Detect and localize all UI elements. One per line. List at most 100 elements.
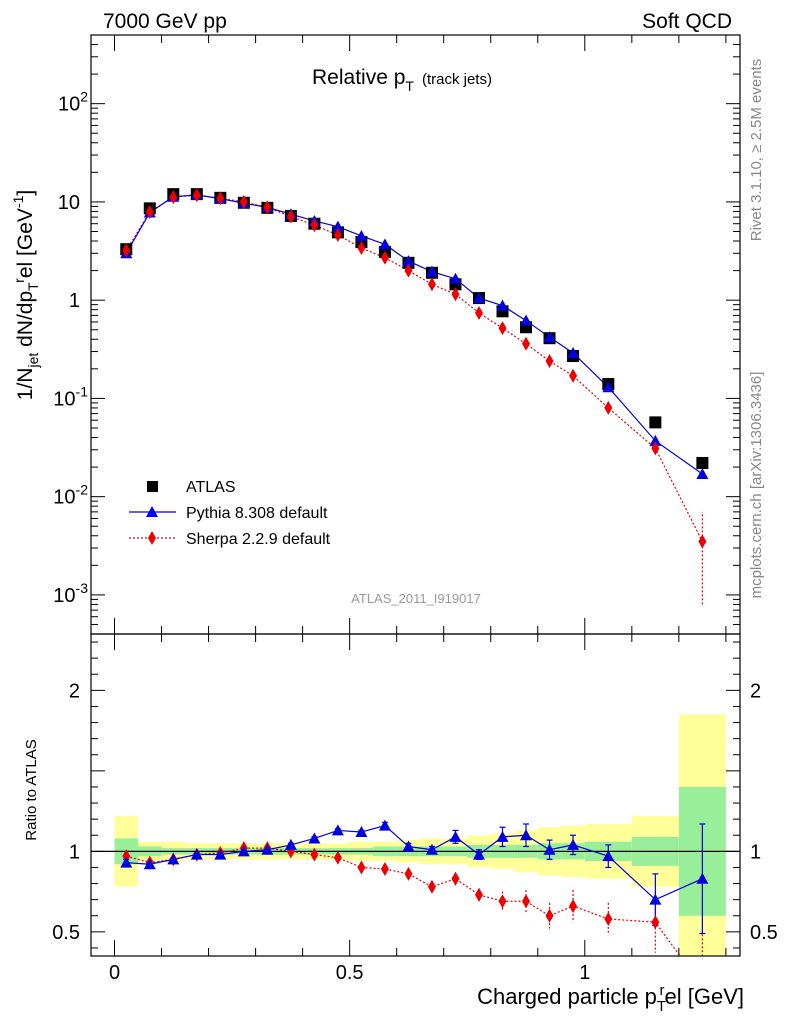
header-right: Soft QCD: [642, 10, 732, 33]
sherpa-point: [145, 204, 154, 219]
sherpa-point: [286, 209, 295, 224]
pythia-point: [449, 272, 462, 284]
pythia-point: [355, 229, 368, 241]
main-y-tick-label: 10: [58, 192, 80, 214]
pythia-ratio-point: [214, 848, 227, 860]
pythia-point: [331, 220, 344, 232]
axes-layer: 10-3 10-2 10-1 1 10 102 0 0.5 1 0.5 0.5 1 1 2 2: [52, 34, 778, 984]
ratio-y-tick-label-right: 0.5: [750, 922, 778, 944]
sherpa-point: [474, 306, 483, 321]
pythia-ratio-point: [402, 840, 415, 852]
ratio-y-tick-label-right: 1: [750, 841, 761, 863]
sherpa-ratio-point: [651, 915, 660, 930]
sherpa-ratio-point: [427, 879, 436, 894]
sherpa-point: [498, 321, 507, 336]
header-left: 7000 GeV pp: [103, 10, 227, 33]
sherpa-ratio-point: [122, 849, 131, 864]
ratio-y-tick-label-right: 2: [750, 680, 761, 702]
sherpa-point: [380, 250, 389, 265]
main-series-layer: [120, 188, 709, 605]
sherpa-ratio-point: [357, 860, 366, 875]
sherpa-point: [427, 277, 436, 292]
main-y-tick-label: 10-1: [53, 383, 88, 410]
main-y-tick-label: 10-2: [53, 482, 88, 509]
sherpa-point: [263, 200, 272, 215]
sherpa-point: [122, 243, 131, 258]
sherpa-ratio-point: [604, 911, 613, 926]
ratio-plot-frame: [90, 633, 741, 957]
ratio-y-axis-label: Ratio to ATLAS: [23, 739, 40, 840]
legend-marker-pythia: [146, 506, 158, 517]
pythia-point: [649, 434, 662, 446]
pythia-ratio-point: [237, 845, 250, 857]
legend-marker-atlas: [147, 481, 158, 492]
sherpa-point: [569, 368, 578, 383]
pythia-point: [425, 265, 438, 277]
pythia-ratio-point: [143, 858, 156, 870]
sherpa-ratio-point: [569, 899, 578, 914]
sherpa-point: [216, 191, 225, 206]
legend-marker-sherpa: [148, 531, 156, 545]
plot-title-extra: (track jets): [422, 71, 492, 88]
pythia-ratio-point: [331, 824, 344, 836]
ratio-y-tick-label: 0.5: [52, 922, 80, 944]
sherpa-ratio-point: [474, 887, 483, 902]
x-tick-label: 0.5: [336, 962, 364, 984]
pythia-point: [496, 299, 509, 311]
atlas-point: [696, 457, 709, 470]
legend-label-sherpa: Sherpa 2.2.9 default: [186, 531, 331, 548]
x-tick-label: 0: [109, 962, 120, 984]
sherpa-ratio-point: [545, 908, 554, 923]
pythia-ratio-point: [167, 853, 180, 865]
pythia-ratio-point: [378, 819, 391, 831]
rivet-version-label: Rivet 3.1.10, ≥ 2.5M events: [748, 59, 765, 242]
pythia-ratio-point: [520, 829, 533, 841]
sherpa-point: [651, 441, 660, 456]
main-y-axis-label: 1/Njet dN/dpTrel [GeV-1]: [10, 190, 41, 400]
sherpa-ratio-point: [380, 862, 389, 877]
sherpa-point: [522, 336, 531, 351]
main-y-tick-label: 10-3: [53, 580, 88, 607]
legend: ATLAS Pythia 8.308 default Sherpa 2.2.9 …: [129, 479, 331, 548]
pythia-ratio-point: [190, 848, 203, 860]
mcplots-label: mcplots.cern.ch [arXiv:1306.3436]: [748, 372, 765, 599]
sherpa-ratio-point: [404, 866, 413, 881]
pythia-ratio-point: [472, 848, 485, 860]
pythia-point: [378, 238, 391, 250]
plot-title: Relative pT (track jets): [312, 66, 492, 94]
pythia-ratio-point: [120, 856, 133, 868]
sherpa-point: [404, 263, 413, 278]
sherpa-point: [333, 228, 342, 243]
pythia-ratio-point: [567, 838, 580, 850]
analysis-tag: ATLAS_2011_I919017: [351, 591, 481, 606]
pythia-point: [402, 255, 415, 267]
sherpa-ratio-point: [451, 871, 460, 886]
ratio-series-layer: [120, 819, 709, 956]
sherpa-point: [310, 218, 319, 233]
x-axis-label: Charged particle pTrel [GeV]: [477, 982, 744, 1015]
pythia-ratio-point: [284, 838, 297, 850]
sherpa-point: [357, 240, 366, 255]
sherpa-point: [239, 194, 248, 209]
ratio-uncertainty-bands: [91, 714, 740, 956]
atlas-point: [649, 416, 662, 429]
pythia-ratio-point: [696, 872, 709, 884]
sherpa-point: [169, 190, 178, 205]
ratio-y-tick-label: 1: [69, 841, 80, 863]
sherpa-point: [604, 400, 613, 415]
pythia-ratio-point: [496, 830, 509, 842]
legend-label-pythia: Pythia 8.308 default: [186, 505, 328, 522]
plot-title-sub: T: [405, 78, 414, 94]
sherpa-ratio-point: [522, 894, 531, 909]
sherpa-ratio-point: [310, 847, 319, 862]
main-y-tick-label: 1: [69, 290, 80, 312]
pythia-ratio-point: [543, 843, 556, 855]
pythia-ratio-point: [602, 850, 615, 862]
x-tick-label: 1: [579, 962, 590, 984]
plot-title-main: Relative p: [312, 66, 405, 89]
pythia-ratio-point: [449, 830, 462, 842]
pythia-main-line: [125, 194, 703, 475]
pythia-ratio-point: [649, 893, 662, 905]
pythia-point: [696, 468, 709, 480]
